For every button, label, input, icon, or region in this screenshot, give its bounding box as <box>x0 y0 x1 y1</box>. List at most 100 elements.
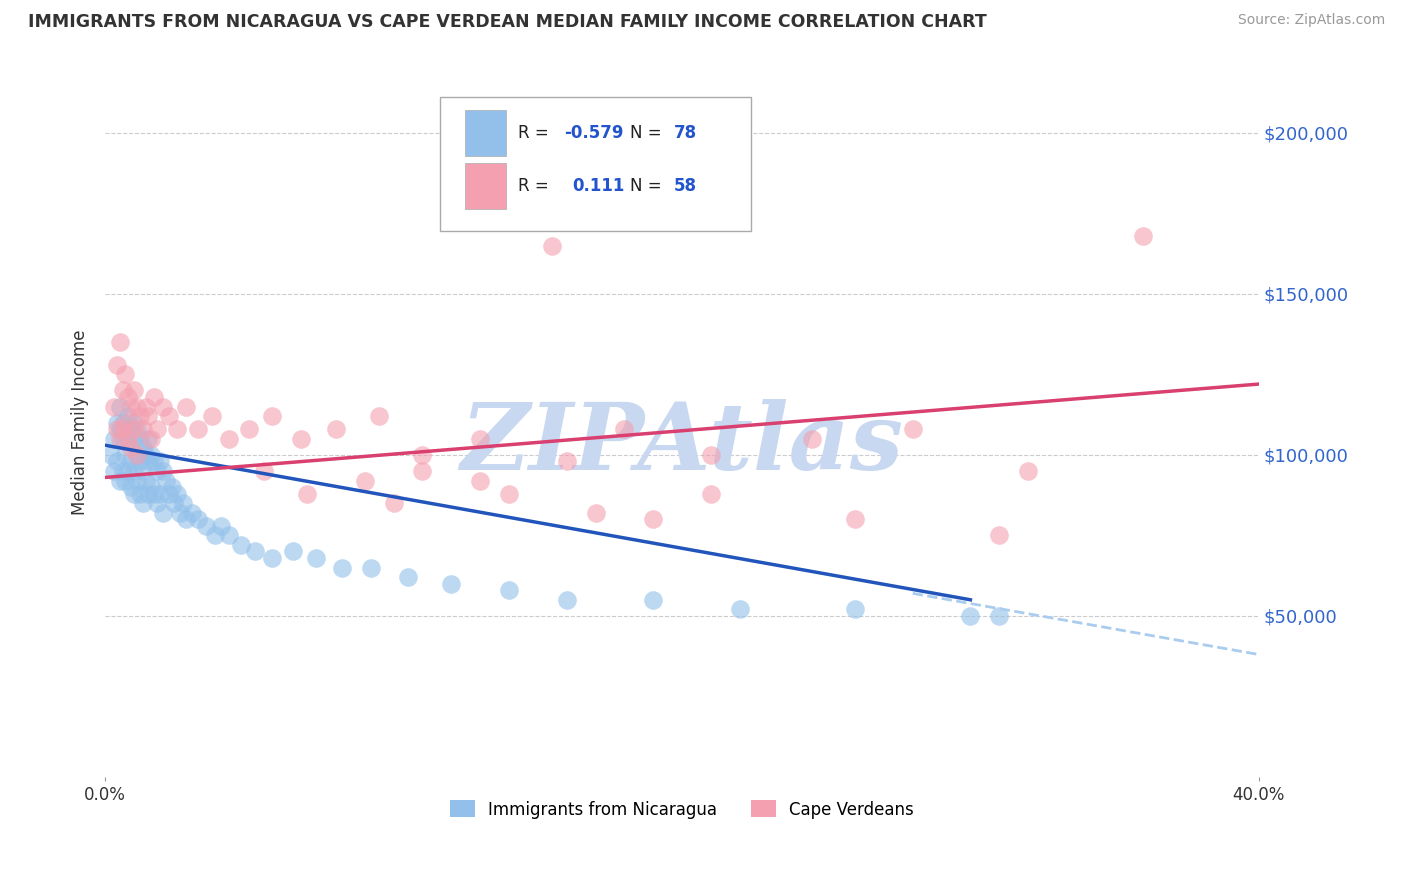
Point <box>125 400 148 414</box>
Point <box>108 432 131 446</box>
Point <box>243 544 266 558</box>
Point <box>111 464 134 478</box>
Point <box>146 464 169 478</box>
Point <box>353 474 375 488</box>
Text: R =: R = <box>519 124 554 142</box>
Point <box>114 474 136 488</box>
Text: N =: N = <box>630 177 666 194</box>
Point <box>108 474 131 488</box>
Point <box>290 432 312 446</box>
Point <box>901 422 924 436</box>
Point <box>163 496 186 510</box>
Point <box>114 422 136 436</box>
Point <box>105 416 128 430</box>
Point <box>468 474 491 488</box>
Point <box>180 506 202 520</box>
Point <box>128 432 150 446</box>
Point <box>468 432 491 446</box>
Point <box>120 422 142 436</box>
Text: 58: 58 <box>673 177 697 194</box>
Point <box>1132 229 1154 244</box>
Point <box>174 400 197 414</box>
Point <box>128 454 150 468</box>
Point <box>555 592 578 607</box>
Point <box>143 390 166 404</box>
Point <box>138 454 160 468</box>
Point <box>108 335 131 350</box>
Point <box>330 560 353 574</box>
Point <box>149 486 172 500</box>
Point <box>125 448 148 462</box>
Point <box>201 409 224 424</box>
Point <box>498 583 520 598</box>
Point <box>141 480 163 494</box>
Point <box>157 409 180 424</box>
Point <box>111 432 134 446</box>
Point <box>103 432 125 446</box>
Text: ZIPAtlas: ZIPAtlas <box>460 399 904 489</box>
Point <box>105 358 128 372</box>
Point <box>186 422 208 436</box>
Point <box>146 422 169 436</box>
Point <box>988 608 1011 623</box>
Point <box>382 496 405 510</box>
Point <box>135 474 157 488</box>
Text: 0.111: 0.111 <box>572 177 624 194</box>
Point <box>108 422 131 436</box>
Point <box>613 422 636 436</box>
Point <box>128 409 150 424</box>
Point <box>138 486 160 500</box>
Point <box>114 416 136 430</box>
FancyBboxPatch shape <box>465 110 506 156</box>
Point <box>125 474 148 488</box>
Point <box>209 518 232 533</box>
Point <box>122 432 145 446</box>
Text: N =: N = <box>630 124 666 142</box>
Point <box>700 486 723 500</box>
Point <box>360 560 382 574</box>
Point <box>131 496 153 510</box>
Point <box>959 608 981 623</box>
Point <box>125 422 148 436</box>
Point <box>122 384 145 398</box>
Point <box>143 454 166 468</box>
Point <box>125 448 148 462</box>
Point <box>111 416 134 430</box>
Point <box>204 528 226 542</box>
Point <box>728 602 751 616</box>
Point <box>122 416 145 430</box>
Point <box>131 442 153 456</box>
Text: IMMIGRANTS FROM NICARAGUA VS CAPE VERDEAN MEDIAN FAMILY INCOME CORRELATION CHART: IMMIGRANTS FROM NICARAGUA VS CAPE VERDEA… <box>28 13 987 31</box>
Point <box>138 432 160 446</box>
Point <box>844 512 866 526</box>
Point <box>172 496 194 510</box>
Point <box>138 409 160 424</box>
Point <box>440 576 463 591</box>
Point <box>141 432 163 446</box>
Point <box>103 400 125 414</box>
Point <box>166 422 188 436</box>
Point <box>238 422 260 436</box>
Point <box>157 486 180 500</box>
Point <box>174 512 197 526</box>
Text: R =: R = <box>519 177 554 194</box>
Text: Source: ZipAtlas.com: Source: ZipAtlas.com <box>1237 13 1385 28</box>
Point <box>120 442 142 456</box>
Point <box>146 496 169 510</box>
Point <box>160 480 183 494</box>
Point <box>229 538 252 552</box>
Point <box>122 486 145 500</box>
Point <box>325 422 347 436</box>
Point <box>411 448 433 462</box>
Point <box>262 550 284 565</box>
Point <box>844 602 866 616</box>
Point <box>218 432 240 446</box>
Point <box>152 400 174 414</box>
Point <box>155 474 177 488</box>
Point <box>117 390 139 404</box>
Point <box>195 518 218 533</box>
Point <box>555 454 578 468</box>
FancyBboxPatch shape <box>465 162 506 209</box>
Point <box>108 400 131 414</box>
Point <box>105 422 128 436</box>
